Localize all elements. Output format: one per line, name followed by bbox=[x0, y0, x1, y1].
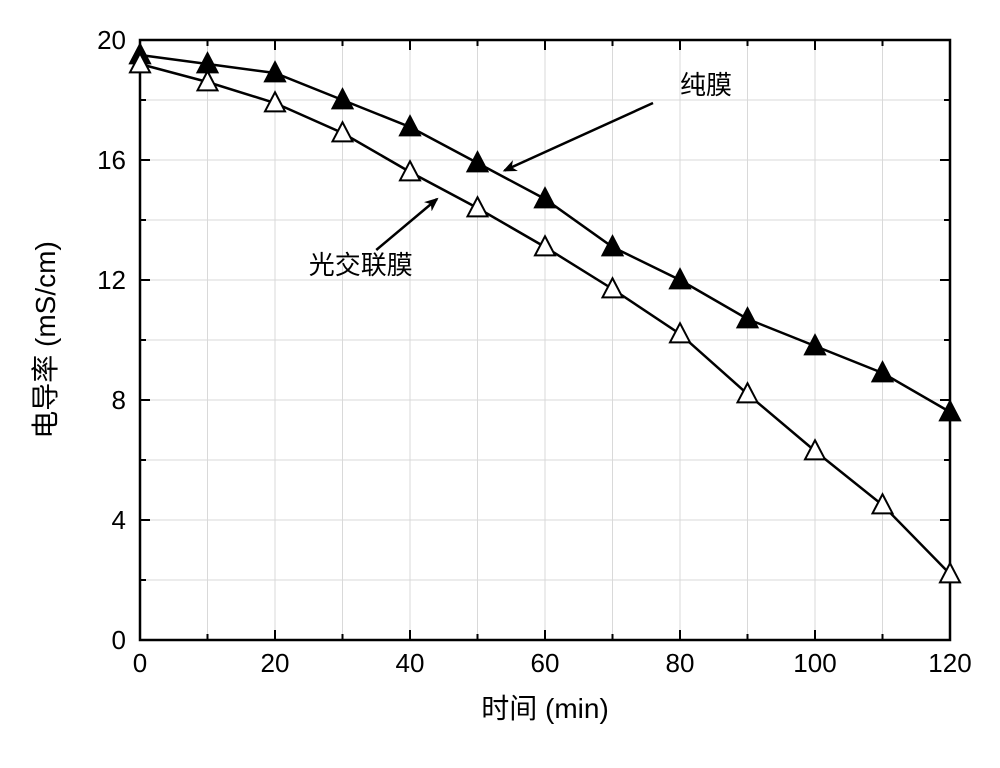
y-tick-label: 0 bbox=[112, 625, 126, 655]
x-tick-label: 100 bbox=[793, 648, 836, 678]
y-tick-label: 8 bbox=[112, 385, 126, 415]
x-tick-label: 20 bbox=[261, 648, 290, 678]
pure-membrane-annotation-label: 纯膜 bbox=[680, 70, 732, 100]
chart-container: 0 20 40 60 80 100 120 0 4 8 12 16 20 时间 (min) 电导率 (mS/… bbox=[0, 0, 1000, 768]
y-tick-label: 4 bbox=[112, 505, 126, 535]
x-tick-label: 80 bbox=[666, 648, 695, 678]
y-tick-label: 20 bbox=[97, 25, 126, 55]
y-axis-label: 电导率 (mS/cm) bbox=[30, 241, 61, 439]
x-tick-label: 120 bbox=[928, 648, 971, 678]
photo-crosslinked-annotation-label: 光交联膜 bbox=[309, 250, 413, 280]
x-axis-label: 时间 (min) bbox=[481, 693, 609, 724]
x-tick-label: 60 bbox=[531, 648, 560, 678]
y-tick-label: 16 bbox=[97, 145, 126, 175]
y-tick-label: 12 bbox=[97, 265, 126, 295]
chart-svg: 0 20 40 60 80 100 120 0 4 8 12 16 20 时间 (min) 电导率 (mS/… bbox=[0, 0, 1000, 768]
x-tick-label: 40 bbox=[396, 648, 425, 678]
x-tick-label: 0 bbox=[133, 648, 147, 678]
